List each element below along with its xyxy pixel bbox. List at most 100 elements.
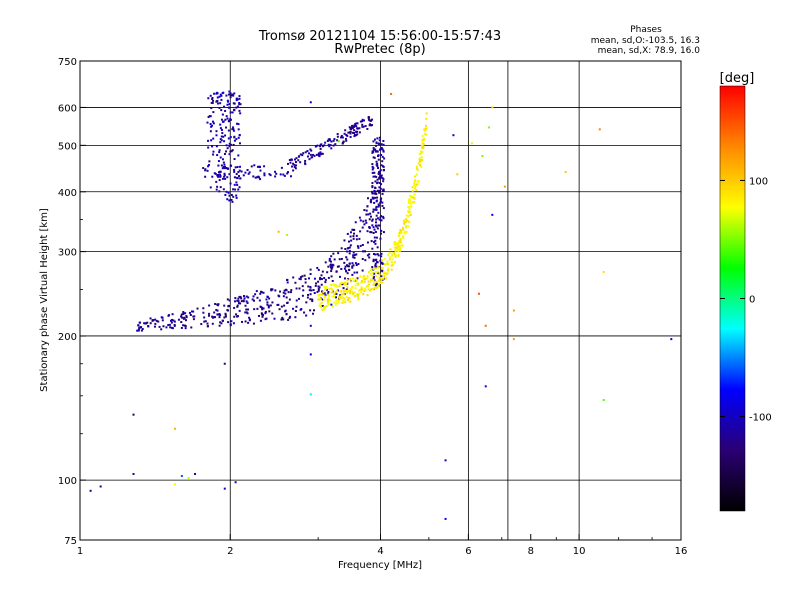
o-trace-point — [206, 169, 209, 172]
o-trace-point — [247, 172, 250, 175]
o-trace-point — [365, 209, 368, 212]
o-trace-point — [286, 171, 289, 174]
o-trace-point — [277, 303, 280, 306]
o-trace-point — [225, 144, 228, 147]
o-trace-point — [239, 302, 242, 305]
x-trace-point — [362, 292, 365, 295]
x-trace-point — [366, 294, 369, 297]
o-trace-point — [367, 213, 370, 216]
x-tick-label: 4 — [377, 546, 383, 557]
o-trace-point — [177, 318, 180, 321]
scatter-point — [286, 233, 289, 236]
x-trace-point — [367, 283, 370, 286]
o-trace-point — [289, 315, 292, 318]
o-trace-point — [231, 149, 234, 152]
x-trace-point — [422, 143, 425, 146]
x-trace-point — [420, 165, 423, 168]
o-trace-point — [374, 148, 377, 151]
o-trace-point — [377, 254, 380, 257]
o-trace-point — [216, 309, 219, 312]
o-trace-point — [362, 119, 365, 122]
o-trace-point — [181, 316, 184, 319]
o-trace-point — [225, 126, 228, 129]
x-trace-point — [330, 283, 333, 286]
x-trace-point — [394, 248, 397, 251]
x-trace-point — [390, 261, 393, 264]
o-trace-point — [379, 174, 382, 177]
o-trace-point — [380, 143, 383, 146]
o-trace-point — [324, 141, 327, 144]
o-trace-point — [219, 186, 222, 189]
x-trace-point — [366, 284, 369, 287]
x-trace-point — [328, 287, 331, 290]
o-trace-point — [224, 313, 227, 316]
o-trace-point — [374, 253, 377, 256]
o-trace-point — [378, 182, 381, 185]
o-trace-point — [247, 321, 250, 324]
o-trace-point — [237, 123, 240, 126]
o-trace-point — [299, 278, 302, 281]
o-trace-point — [345, 288, 348, 291]
x-trace-point — [417, 180, 420, 183]
o-trace-point — [221, 319, 224, 322]
o-trace-point — [379, 169, 382, 172]
o-trace-point — [223, 174, 226, 177]
o-trace-point — [169, 319, 172, 322]
x-trace-point — [338, 295, 341, 298]
o-trace-point — [376, 165, 379, 168]
o-trace-point — [228, 119, 231, 122]
o-trace-point — [233, 92, 236, 95]
x-trace-point — [399, 239, 402, 242]
x-trace-point — [396, 242, 399, 245]
o-trace-point — [262, 291, 265, 294]
o-trace-point — [207, 139, 210, 142]
o-trace-point — [173, 320, 176, 323]
o-trace-point — [355, 234, 358, 237]
o-trace-point — [266, 303, 269, 306]
o-trace-point — [361, 269, 364, 272]
o-trace-point — [260, 312, 263, 315]
o-trace-point — [353, 135, 356, 138]
o-trace-point — [335, 296, 338, 299]
o-trace-point — [221, 92, 224, 95]
o-trace-point — [223, 167, 226, 170]
o-trace-point — [284, 309, 287, 312]
o-trace-point — [157, 320, 160, 323]
o-trace-point — [317, 285, 320, 288]
o-trace-point — [233, 139, 236, 142]
o-trace-point — [218, 95, 221, 98]
o-trace-point — [362, 125, 365, 128]
o-trace-point — [362, 250, 365, 253]
o-trace-point — [162, 325, 165, 328]
o-trace-point — [185, 315, 188, 318]
o-trace-point — [320, 274, 323, 277]
x-trace-point — [374, 286, 377, 289]
o-trace-point — [217, 175, 220, 178]
o-trace-point — [382, 139, 385, 142]
o-trace-point — [329, 139, 332, 142]
o-trace-point — [223, 163, 226, 166]
o-trace-point — [371, 181, 374, 184]
o-trace-point — [371, 192, 374, 195]
o-trace-point — [233, 306, 236, 309]
o-trace-point — [218, 151, 221, 154]
x-trace-point — [369, 278, 372, 281]
o-trace-point — [278, 308, 281, 311]
o-trace-point — [364, 125, 367, 128]
x-trace-point — [425, 117, 428, 120]
o-trace-point — [344, 129, 347, 132]
o-trace-point — [326, 271, 329, 274]
x-trace-point — [404, 218, 407, 221]
x-trace-point — [375, 275, 378, 278]
o-trace-point — [234, 297, 237, 300]
o-trace-point — [372, 252, 375, 255]
y-axis-ticks: 75 100 200 300 400 500 600 750 — [58, 57, 86, 547]
o-trace-point — [369, 123, 372, 126]
x-trace-point — [356, 295, 359, 298]
o-trace-point — [311, 300, 314, 303]
o-trace-point — [359, 230, 362, 233]
x-trace-point — [410, 201, 413, 204]
o-trace-point — [354, 262, 357, 265]
o-trace-point — [233, 315, 236, 318]
o-trace-point — [215, 308, 218, 311]
